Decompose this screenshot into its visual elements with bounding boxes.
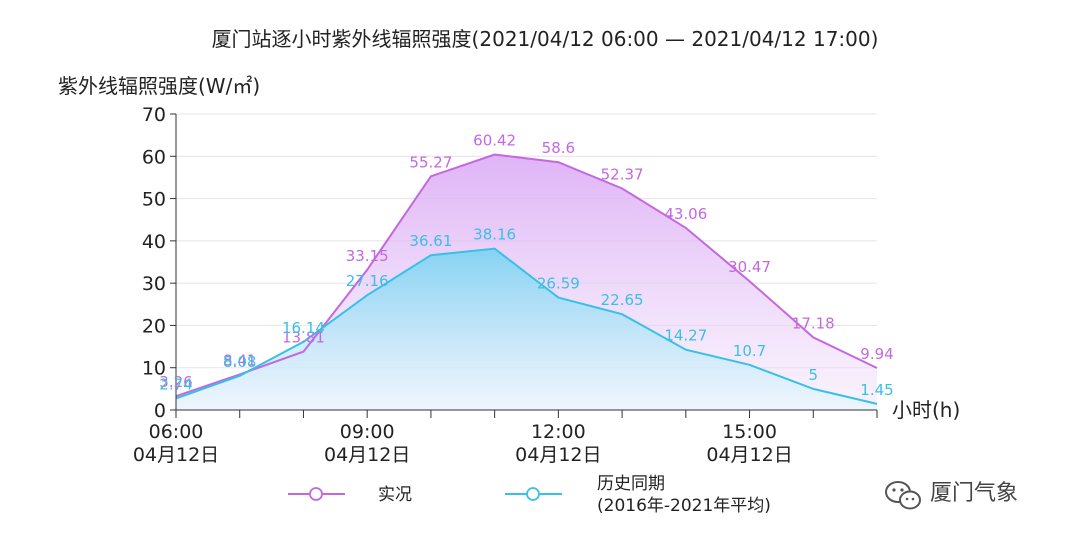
y-tick-label: 60 (142, 146, 166, 168)
data-label: 5 (808, 366, 818, 384)
y-ticks: 0 10 20 30 40 50 60 70 (142, 104, 176, 422)
y-tick-label: 20 (142, 315, 166, 337)
data-label: 30.47 (728, 258, 771, 276)
legend-label-sub: (2016年-2021年平均) (597, 496, 771, 516)
axes (175, 114, 877, 411)
x-tick-label: 09:00 (340, 421, 395, 443)
data-label: 33.15 (346, 247, 389, 265)
data-label: 9.94 (860, 345, 893, 363)
data-label: 52.37 (601, 166, 644, 184)
data-label: 1.45 (860, 381, 893, 399)
x-tick-label: 12:00 (531, 421, 586, 443)
data-label: 43.06 (664, 205, 707, 223)
data-label: 8.08 (223, 353, 256, 371)
watermark-text: 厦门气象 (930, 481, 1018, 506)
series-areas (176, 154, 877, 410)
legend-marker (526, 487, 540, 501)
data-label: 27.16 (346, 272, 389, 290)
legend-label: 历史同期 (597, 474, 665, 494)
data-label: 36.61 (409, 232, 452, 250)
data-label: 8.41 (223, 351, 256, 369)
data-label: 10.7 (733, 342, 766, 360)
legend: 实况 历史同期 (2016年-2021年平均) (288, 474, 771, 516)
data-label: 38.16 (473, 226, 516, 244)
legend-item-actual[interactable]: 实况 (288, 485, 412, 505)
y-tick-label: 30 (142, 273, 166, 295)
data-label: 58.6 (542, 139, 575, 157)
legend-label: 实况 (378, 485, 412, 505)
x-ticks: 06:0004月12日09:0004月12日12:0004月12日15:0004… (133, 410, 878, 466)
x-axis-label: 小时(h) (892, 398, 960, 422)
y-tick-label: 10 (142, 358, 166, 380)
series-line-1 (175, 247, 878, 405)
data-label: 17.18 (792, 314, 835, 332)
y-axis-label: 紫外线辐照强度(W/㎡) (58, 74, 260, 98)
data-label: 2.74 (159, 375, 192, 393)
data-label: 3.26 (159, 373, 192, 391)
data-label: 26.59 (537, 275, 580, 293)
data-label: 22.65 (601, 291, 644, 309)
x-tick-date: 04月12日 (133, 444, 219, 466)
y-tick-label: 0 (154, 400, 166, 422)
data-label: 55.27 (409, 153, 452, 171)
x-tick-label: 06:00 (149, 421, 204, 443)
x-tick-date: 04月12日 (515, 444, 601, 466)
y-tick-label: 50 (142, 189, 166, 211)
data-label: 60.42 (473, 132, 516, 150)
x-tick-date: 04月12日 (706, 444, 792, 466)
legend-marker (309, 487, 323, 501)
watermark: 厦门气象 (885, 481, 1018, 510)
legend-item-history[interactable]: 历史同期 (2016年-2021年平均) (505, 474, 771, 516)
data-label: 13.81 (282, 329, 325, 347)
chart-title: 厦门站逐小时紫外线辐照强度(2021/04/12 06:00 — 2021/04… (212, 27, 879, 51)
x-tick-date: 04月12日 (324, 444, 410, 466)
series-line-0 (175, 153, 878, 398)
series-lines (175, 153, 878, 405)
wechat-icon (885, 481, 921, 510)
y-tick-label: 70 (142, 104, 166, 126)
x-tick-label: 15:00 (722, 421, 777, 443)
data-labels: 3.26 8.41 13.81 33.15 55.27 60.42 58.6 52.37 43.… (159, 132, 893, 399)
series-area-1 (176, 248, 877, 410)
data-label: 16.14 (282, 319, 325, 337)
y-tick-label: 40 (142, 231, 166, 253)
data-label: 14.27 (664, 327, 707, 345)
